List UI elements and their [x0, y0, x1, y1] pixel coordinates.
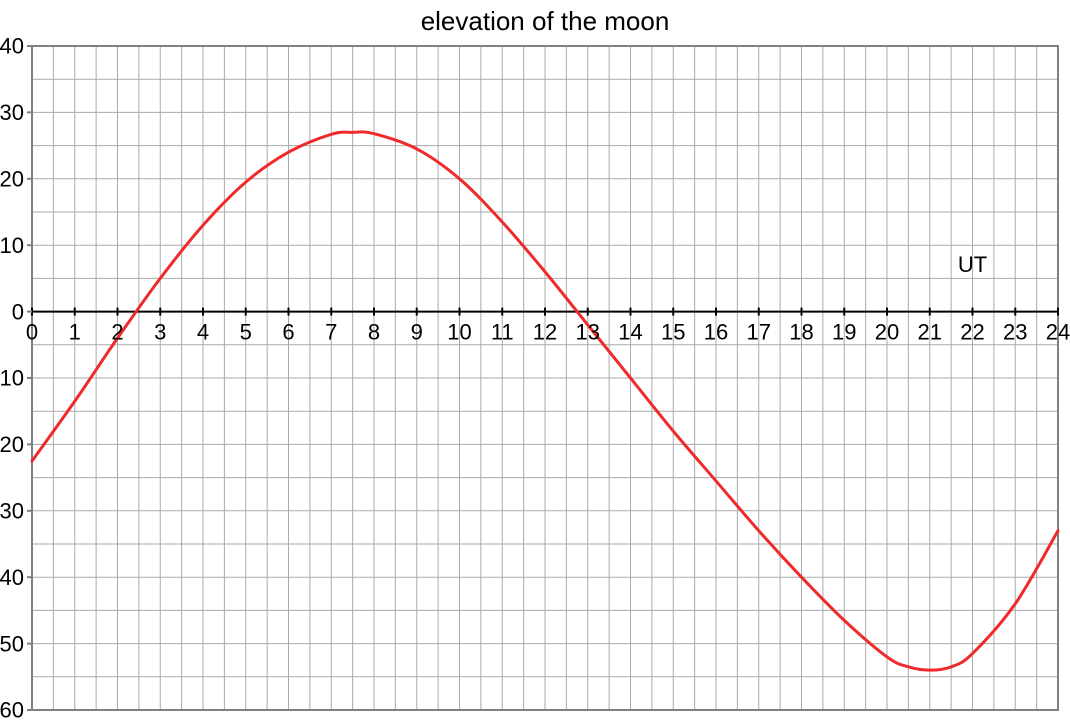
x-tick-label: 13 [576, 320, 600, 345]
y-tick-label: 30 [0, 100, 24, 125]
x-tick-label: 17 [747, 320, 771, 345]
y-tick-label: -40 [0, 565, 24, 590]
y-tick-label: 40 [0, 34, 24, 59]
y-tick-label: 20 [0, 167, 24, 192]
x-tick-label: 19 [832, 320, 856, 345]
x-tick-label: 0 [26, 320, 38, 345]
axis-annotation: UT [958, 252, 987, 277]
chart-title: elevation of the moon [421, 6, 670, 36]
y-tick-label: 0 [12, 299, 24, 324]
x-tick-label: 5 [240, 320, 252, 345]
x-tick-label: 6 [282, 320, 294, 345]
x-tick-label: 10 [447, 320, 471, 345]
x-tick-label: 1 [69, 320, 81, 345]
x-tick-label: 14 [618, 320, 642, 345]
y-tick-label: 10 [0, 233, 24, 258]
chart-container: 0123456789101112131415161718192021222324… [0, 0, 1070, 720]
x-tick-label: 18 [789, 320, 813, 345]
x-tick-label: 11 [491, 320, 514, 345]
x-tick-label: 20 [875, 320, 899, 345]
y-tick-label: -60 [0, 698, 24, 720]
x-tick-label: 22 [960, 320, 984, 345]
x-tick-label: 23 [1003, 320, 1027, 345]
grid [32, 46, 1058, 710]
elevation-chart: 0123456789101112131415161718192021222324… [0, 0, 1070, 720]
x-tick-label: 24 [1046, 320, 1070, 345]
x-tick-label: 12 [533, 320, 557, 345]
y-tick-label: -10 [0, 366, 24, 391]
y-tick-label: -20 [0, 432, 24, 457]
x-tick-label: 16 [704, 320, 728, 345]
y-tick-label: -50 [0, 631, 24, 656]
x-tick-label: 9 [411, 320, 423, 345]
x-tick-label: 8 [368, 320, 380, 345]
x-tick-label: 21 [918, 320, 942, 345]
y-tick-label: -30 [0, 499, 24, 524]
x-tick-label: 3 [154, 320, 166, 345]
x-tick-label: 15 [661, 320, 685, 345]
x-tick-label: 7 [325, 320, 337, 345]
x-tick-label: 4 [197, 320, 209, 345]
x-tick-label: 2 [111, 320, 123, 345]
